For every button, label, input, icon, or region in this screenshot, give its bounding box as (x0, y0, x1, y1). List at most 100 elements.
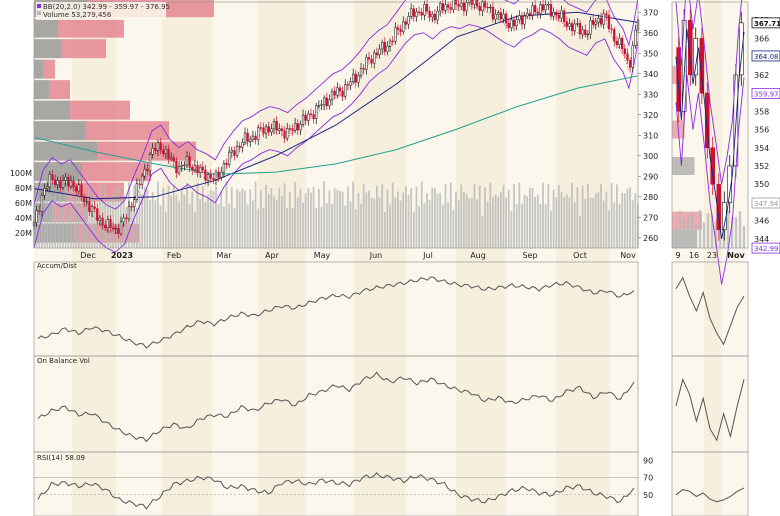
candle-body (533, 5, 537, 13)
month-label: Dec (80, 251, 95, 260)
candle-body (446, 4, 450, 8)
rsi-tick-label: 70 (643, 474, 653, 483)
candle-body (576, 23, 579, 25)
volume-bar (252, 200, 254, 248)
volume-bar (175, 195, 178, 248)
volume-bar (518, 182, 521, 248)
volume-bar (497, 196, 500, 248)
volume-bar (426, 193, 428, 248)
candle-body (38, 210, 41, 212)
vbp-gray-bar (34, 18, 58, 38)
volume-bar (399, 200, 402, 248)
volume-bar (378, 197, 381, 248)
month-band (556, 0, 610, 516)
candle-body (286, 128, 289, 139)
volume-bar (568, 197, 571, 248)
volume-bar (320, 206, 323, 248)
candle-body (75, 186, 78, 192)
candle-body (317, 105, 321, 107)
zoom-price-tick-label: 352 (754, 162, 769, 171)
rsi-label: RSI(14) 58.09 (37, 454, 85, 462)
sma200-line (33, 75, 639, 175)
month-label: Nov (620, 251, 636, 260)
candle-body (201, 166, 204, 171)
volume-bar (368, 190, 370, 248)
zoom-candle-body (710, 147, 716, 185)
candle-body (51, 174, 54, 181)
candle-body (531, 5, 534, 16)
candle-body (597, 17, 600, 23)
zoom-price-marker: 367.71 (754, 20, 780, 28)
panel-frame (33, 1, 639, 249)
candle-body (204, 169, 207, 181)
volume-bar (259, 190, 262, 248)
candle-body (562, 10, 566, 22)
vbp-gray-bar (34, 121, 85, 141)
candle-body (254, 135, 257, 141)
candle-body (325, 97, 328, 107)
volume-bar (386, 189, 389, 248)
candle-body (293, 123, 297, 131)
volume-bar (75, 184, 78, 248)
volume-bar (397, 191, 399, 248)
price-tick-label: 330 (643, 90, 658, 99)
volume-bar (48, 189, 51, 248)
candle-body (288, 128, 291, 130)
volume-bar (207, 194, 209, 248)
volume-tick-label: 20M (15, 229, 32, 238)
volume-bar (346, 186, 349, 248)
vbp-red-bar (58, 18, 124, 38)
vbp-gray-bar (34, 162, 82, 182)
volume-bar (344, 205, 347, 248)
candle-body (148, 154, 152, 172)
candle-body (283, 130, 286, 139)
candle-body (59, 180, 62, 188)
price-tick-label: 350 (643, 49, 658, 58)
candle-body (135, 183, 139, 200)
candle-body (552, 12, 555, 17)
candle-body (489, 6, 492, 9)
volume-bar (626, 188, 629, 248)
candle-body (167, 148, 170, 160)
zoom-price-tick-label: 350 (754, 180, 769, 189)
volume-bar (339, 190, 341, 248)
volume-bar (465, 193, 468, 248)
volume-tick-label: 100M (10, 169, 32, 178)
volume-bar (164, 211, 167, 248)
volume-bar (629, 187, 631, 248)
volume-bar (481, 216, 484, 248)
volume-bar (597, 192, 600, 248)
volume-bar (96, 213, 99, 248)
volume-bar (72, 198, 75, 248)
zoom-candle-body (704, 92, 710, 149)
month-label: May (314, 251, 331, 260)
volume-bar (581, 185, 584, 248)
candle-body (423, 4, 426, 16)
candle-body (146, 168, 149, 172)
volume-bar (151, 192, 154, 248)
volume-bar (302, 202, 304, 248)
vbp-gray-bar (34, 100, 70, 120)
volume-bar (586, 183, 589, 248)
zoom-price-tick-label: 354 (754, 144, 769, 153)
volume-bar (201, 185, 204, 248)
volume-legend: Volume 53,279,456 (43, 11, 112, 19)
zoom-candle-body (693, 38, 699, 76)
volume-bar (85, 194, 88, 248)
zoom-price-tick-label: 356 (754, 126, 769, 135)
volume-bar (600, 184, 602, 248)
candle-body (251, 135, 255, 140)
zoom-panel: 344346348350352354356358362364366368367.… (671, 0, 780, 516)
candle-body (618, 37, 621, 45)
candle-body (378, 48, 381, 55)
legend: BB(20,2.0) 342.99 - 359.97 - 376.95 Volu… (36, 2, 170, 20)
volume-bar (149, 200, 151, 248)
zoom-price-tick-label: 344 (754, 235, 769, 244)
bb-upper-line (33, 0, 639, 210)
volume-bar (299, 188, 302, 248)
candle-body (407, 16, 410, 25)
volume-bar (499, 192, 502, 248)
volume-bar (67, 214, 70, 248)
month-band (506, 0, 556, 516)
volume-legend-swatch (37, 11, 41, 15)
